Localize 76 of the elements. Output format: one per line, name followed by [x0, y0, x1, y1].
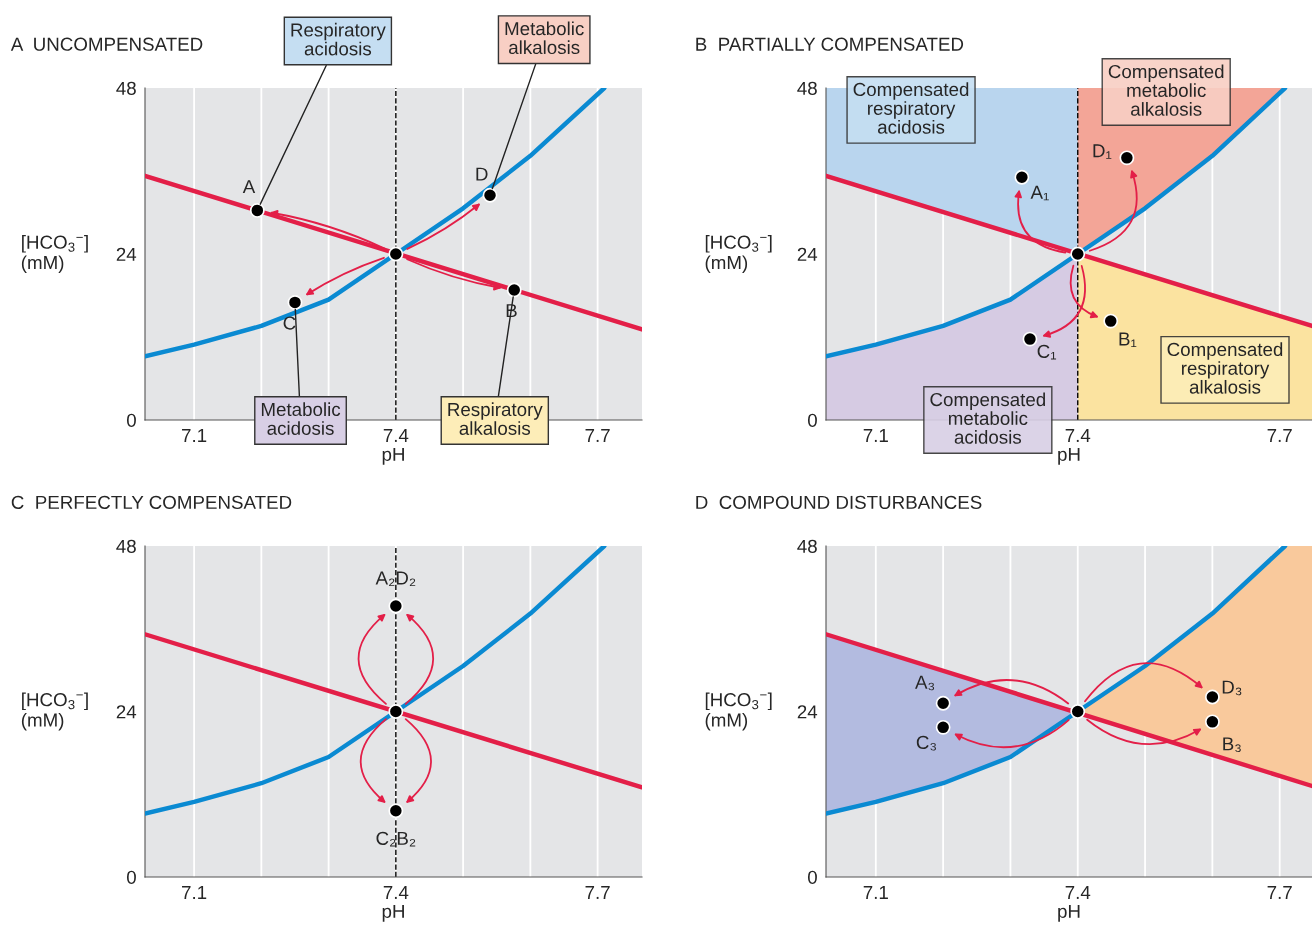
annotation: Compensated metabolic alkalosis — [1108, 64, 1224, 116]
point — [482, 187, 498, 203]
annotation: A₁ — [1030, 185, 1049, 201]
annotation: A₂D₂ — [375, 571, 416, 587]
x-axis-title: pH — [382, 904, 404, 922]
annotation: C₂B₂ — [376, 831, 416, 847]
point — [935, 695, 951, 711]
point — [1204, 689, 1220, 705]
y-axis-title: [HCO$_{3}$$^{−}$] (mM) — [21, 235, 88, 273]
x-tick-label: 7.1 — [863, 886, 888, 899]
y-tick-label: 0 — [126, 870, 136, 884]
annotation: Metabolic acidosis — [261, 402, 341, 435]
annotation: C₁ — [1037, 344, 1057, 360]
x-tick-label: 7.1 — [863, 429, 888, 442]
x-tick-label: 7.4 — [383, 429, 409, 442]
y-tick-label: 48 — [797, 81, 817, 95]
point — [1022, 331, 1038, 347]
point — [935, 719, 951, 735]
annotation: B₃ — [1223, 737, 1241, 753]
x-tick-label: 7.7 — [585, 886, 610, 899]
annotation: Compensated respiratory acidosis — [853, 82, 969, 134]
annotation: B₁ — [1119, 332, 1137, 347]
annotation: C₃ — [916, 735, 936, 751]
y-tick-label: 24 — [116, 247, 137, 261]
point — [388, 598, 404, 614]
x-tick-label: 7.7 — [1267, 886, 1292, 899]
point — [1204, 714, 1220, 730]
annotation: D₃ — [1222, 680, 1242, 696]
point — [1119, 150, 1135, 166]
annotation: Metabolic alkalosis — [505, 21, 584, 55]
point — [506, 282, 522, 298]
y-tick-label: 0 — [807, 413, 817, 427]
chart-title: A UNCOMPENSATED — [10, 37, 203, 51]
y-axis-title: [HCO$_{3}$$^{−}$] (mM) — [705, 235, 772, 273]
x-tick-label: 7.7 — [1267, 429, 1292, 442]
y-axis-title: [HCO$_{3}$$^{−}$] (mM) — [21, 692, 88, 731]
chart-title: B PARTIALLY COMPENSATED — [696, 37, 964, 51]
line-series — [145, 88, 607, 359]
y-tick-label: 48 — [797, 539, 817, 553]
annotation: D₁ — [1093, 144, 1112, 159]
x-tick-label: 7.7 — [585, 429, 610, 442]
x-tick-label: 7.4 — [1065, 429, 1091, 442]
annotation: Respiratory alkalosis — [448, 402, 543, 435]
point — [1070, 246, 1086, 262]
annotation: A — [242, 180, 256, 194]
point — [287, 294, 303, 310]
y-tick-label: 0 — [807, 870, 817, 884]
point — [1103, 313, 1119, 329]
point — [1014, 169, 1030, 185]
x-tick-label: 7.1 — [182, 429, 207, 442]
x-axis-title: pH — [1058, 904, 1080, 922]
y-tick-label: 48 — [116, 81, 136, 95]
x-tick-label: 7.4 — [1065, 886, 1091, 899]
annotation: Compensated respiratory alkalosis — [1167, 342, 1283, 394]
x-axis-title: pH — [382, 447, 404, 465]
annotation: D — [476, 167, 488, 181]
annotation: A₃ — [915, 675, 935, 691]
line-series — [145, 546, 607, 816]
x-axis-title: pH — [1058, 447, 1080, 465]
point — [249, 203, 265, 218]
y-tick-label: 0 — [126, 413, 136, 427]
annotation: Compensated metabolic acidosis — [930, 392, 1045, 444]
y-tick-label: 24 — [116, 705, 137, 719]
point — [388, 704, 404, 719]
point — [1070, 704, 1086, 719]
annotation: Respiratory acidosis — [291, 22, 386, 56]
y-axis-title: [HCO$_{3}$$^{−}$] (mM) — [705, 692, 772, 731]
y-tick-label: 24 — [797, 247, 818, 261]
chart-title: C PERFECTLY COMPENSATED — [11, 495, 292, 509]
x-tick-label: 7.4 — [383, 886, 409, 899]
point — [388, 246, 404, 262]
x-tick-label: 7.1 — [182, 886, 207, 899]
y-tick-label: 24 — [797, 705, 818, 719]
y-tick-label: 48 — [116, 539, 136, 553]
chart-title: D COMPOUND DISTURBANCES — [696, 495, 982, 509]
point — [388, 803, 404, 819]
